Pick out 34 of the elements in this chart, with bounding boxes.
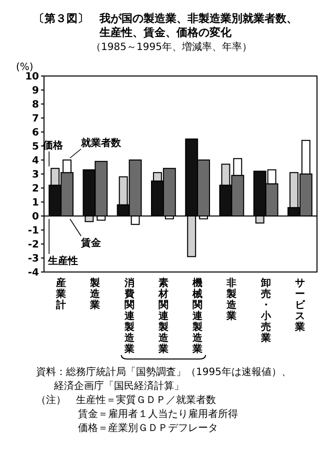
text: 賃金＝雇用者１人当たり雇用者所得 [78,408,238,420]
x-tick-label: 非製造業 [226,277,238,322]
y-tick-label: -3 [28,254,40,264]
x-tick-label: 産業計 [55,277,66,311]
y-tick-label: 10 [25,72,40,82]
text: 経済企画庁「国民経済計算」 [53,380,184,392]
x-tick-label: サービス業 [294,278,306,333]
y-tick-label: -4 [28,268,40,278]
x-tick-label: 機械関連製造業 [192,277,204,355]
x-tick-label: 卸売・小売業 [260,277,272,344]
text: 価格＝産業別ＧＤＰデフレータ [78,422,218,434]
x-tick-label: 製造業 [89,277,102,311]
y-tick-label: 8 [32,100,40,110]
y-axis-title: (%) [16,62,34,73]
y-tick-label: 7 [32,114,40,124]
x-tick-label: 消費関連製造業 [123,277,136,355]
chart-title: 〔第３図〕 我が国の製造業、非製造業別就業者数、生産性、賃金、価格の変化 [34,12,298,39]
y-tick-label: -1 [28,226,40,236]
x-tick-label: 素材関連製造業 [157,277,170,355]
y-tick-label: 1 [32,198,40,208]
y-tick-label: 4 [32,156,40,166]
series-label: 就業者数 [80,137,122,149]
y-tick-label: 2 [32,184,40,194]
text: （注） 生産性＝実質ＧＤＰ／就業者数 [36,394,216,406]
legend-label: 賃金 [80,237,102,249]
y-tick-label: 9 [32,86,40,96]
y-tick-label: 6 [32,128,40,138]
y-tick-label: -2 [28,240,40,250]
y-tick-label: 3 [32,170,40,180]
y-tick-label: 0 [32,212,40,222]
text: 資料：総務庁統計局「国勢調査」（1995年は速報値）、 [36,366,292,378]
text: 生産性 [47,255,78,267]
y-tick-label: 5 [32,142,40,152]
chart-subtitle: （1985～1995年、増減率、年率） [91,41,252,53]
